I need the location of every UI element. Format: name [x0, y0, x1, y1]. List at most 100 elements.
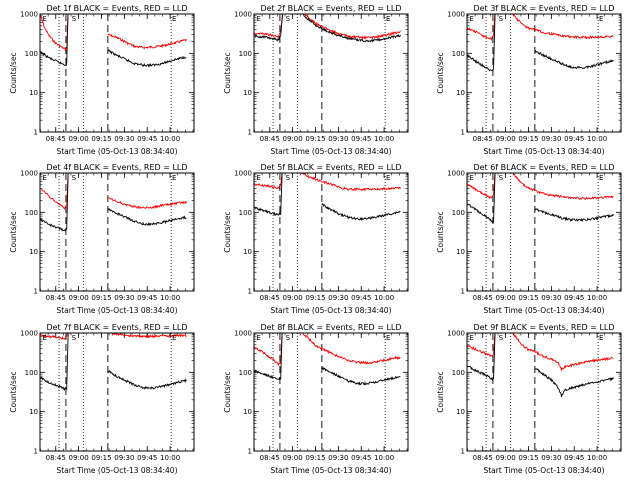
- y-tick-label: 1: [461, 448, 465, 456]
- x-tick-label: 09:45: [564, 135, 584, 143]
- x-tick-label: 08:45: [46, 454, 66, 462]
- x-tick-label: 09:45: [351, 135, 371, 143]
- x-tick-label: 09:30: [541, 454, 561, 462]
- marker-letter: E: [469, 334, 473, 342]
- x-tick-label: 08:45: [473, 135, 493, 143]
- x-tick-label: 10:00: [160, 294, 180, 302]
- events-series-line: [40, 173, 69, 232]
- detector-panel: Det 6f BLACK = Events, RED = LLD Counts/s…: [436, 163, 622, 315]
- y-axis-label: Counts/sec: [9, 371, 18, 412]
- events-series-line: [40, 333, 69, 392]
- events-series-line: [467, 333, 496, 381]
- marker-letter: E: [42, 174, 46, 182]
- events-series-line: [467, 173, 496, 224]
- marker-letter: S: [499, 334, 504, 342]
- plot-frame: [253, 332, 409, 452]
- y-tick-label: 100: [452, 369, 465, 377]
- y-tick-label: 1000: [234, 170, 252, 178]
- x-tick-label: 09:30: [114, 135, 134, 143]
- x-tick-label: 10:00: [587, 294, 607, 302]
- y-tick-label: 1: [34, 288, 38, 296]
- x-axis-label: Start Time (05-Oct-13 08:34:40): [56, 466, 177, 475]
- x-tick-label: 09:45: [564, 454, 584, 462]
- marker-letter: E: [599, 15, 603, 23]
- x-tick-label: 09:30: [114, 294, 134, 302]
- events-series-line: [254, 173, 283, 217]
- x-axis-label: Start Time (05-Oct-13 08:34:40): [56, 306, 177, 315]
- panel-title: Det 8f BLACK = Events, RED = LLD: [260, 323, 401, 332]
- x-tick-label: 09:15: [305, 454, 325, 462]
- lld-series-line: [40, 14, 69, 52]
- x-tick-label: 10:00: [160, 135, 180, 143]
- marker-letter: E: [172, 174, 176, 182]
- y-tick-label: 10: [456, 248, 465, 256]
- x-tick-label: 10:00: [374, 135, 394, 143]
- detector-panel: Det 2f BLACK = Events, RED = LLD Counts/s…: [223, 4, 409, 156]
- marker-letter: E: [172, 15, 176, 23]
- plot-frame: [39, 332, 195, 452]
- lld-series-line: [467, 173, 496, 200]
- lld-series-line: [254, 14, 283, 39]
- y-tick-label: 10: [456, 89, 465, 97]
- events-series-line: [534, 50, 614, 70]
- x-tick-label: 09:00: [69, 135, 89, 143]
- x-tick-label: 10:00: [587, 135, 607, 143]
- x-tick-label: 09:15: [305, 135, 325, 143]
- y-tick-label: 100: [452, 209, 465, 217]
- x-axis-label: Start Time (05-Oct-13 08:34:40): [270, 306, 391, 315]
- marker-letter: E: [599, 334, 603, 342]
- marker-letter: E: [386, 174, 390, 182]
- y-axis-label: Counts/sec: [9, 211, 18, 252]
- events-series-line: [301, 14, 401, 43]
- y-axis-label: Counts/sec: [223, 211, 232, 252]
- panel-title: Det 5f BLACK = Events, RED = LLD: [260, 163, 401, 172]
- x-tick-label: 09:45: [351, 294, 371, 302]
- x-axis-label: Start Time (05-Oct-13 08:34:40): [483, 147, 604, 156]
- lld-series-line: [513, 173, 614, 201]
- plot-frame: [466, 172, 622, 292]
- y-tick-label: 1000: [20, 11, 38, 19]
- marker-letter: E: [172, 334, 176, 342]
- x-tick-label: 09:30: [328, 454, 348, 462]
- y-tick-label: 1000: [20, 330, 38, 338]
- y-tick-label: 1: [34, 129, 38, 137]
- plot-frame: [466, 13, 622, 133]
- panel-title: Det 2f BLACK = Events, RED = LLD: [260, 4, 401, 13]
- x-tick-label: 09:15: [518, 135, 538, 143]
- detector-panel: Det 4f BLACK = Events, RED = LLD Counts/s…: [9, 163, 195, 315]
- x-tick-label: 08:45: [260, 294, 280, 302]
- plot-frame: [253, 172, 409, 292]
- events-series-line: [321, 202, 401, 222]
- detector-panel: Det 7f BLACK = Events, RED = LLD Counts/s…: [9, 323, 195, 475]
- y-axis-label: Counts/sec: [223, 371, 232, 412]
- lld-series-line: [107, 197, 187, 209]
- lld-series-line: [107, 333, 187, 339]
- marker-letter: S: [499, 174, 504, 182]
- lld-series-line: [254, 173, 283, 190]
- y-tick-label: 1: [248, 448, 252, 456]
- events-series-line: [534, 368, 614, 398]
- marker-letter: S: [499, 15, 504, 23]
- x-axis-label: Start Time (05-Oct-13 08:34:40): [56, 147, 177, 156]
- events-series-line: [254, 14, 284, 42]
- x-tick-label: 09:00: [69, 294, 89, 302]
- x-tick-label: 08:45: [473, 454, 493, 462]
- panel-title: Det 3f BLACK = Events, RED = LLD: [473, 4, 614, 13]
- y-axis-label: Counts/sec: [436, 52, 445, 93]
- plot-frame: [466, 332, 622, 452]
- marker-letter: S: [72, 15, 77, 23]
- marker-letter: E: [256, 334, 260, 342]
- plot-frame: [39, 13, 195, 133]
- x-axis-label: Start Time (05-Oct-13 08:34:40): [483, 306, 604, 315]
- x-tick-label: 08:45: [473, 294, 493, 302]
- events-series-line: [467, 14, 496, 72]
- lld-series-line: [467, 333, 496, 358]
- x-tick-label: 09:00: [283, 135, 303, 143]
- x-tick-label: 09:15: [91, 454, 111, 462]
- y-tick-label: 100: [25, 209, 38, 217]
- x-tick-label: 09:15: [518, 454, 538, 462]
- x-axis-label: Start Time (05-Oct-13 08:34:40): [270, 147, 391, 156]
- y-tick-label: 1: [248, 288, 252, 296]
- x-tick-label: 10:00: [374, 454, 394, 462]
